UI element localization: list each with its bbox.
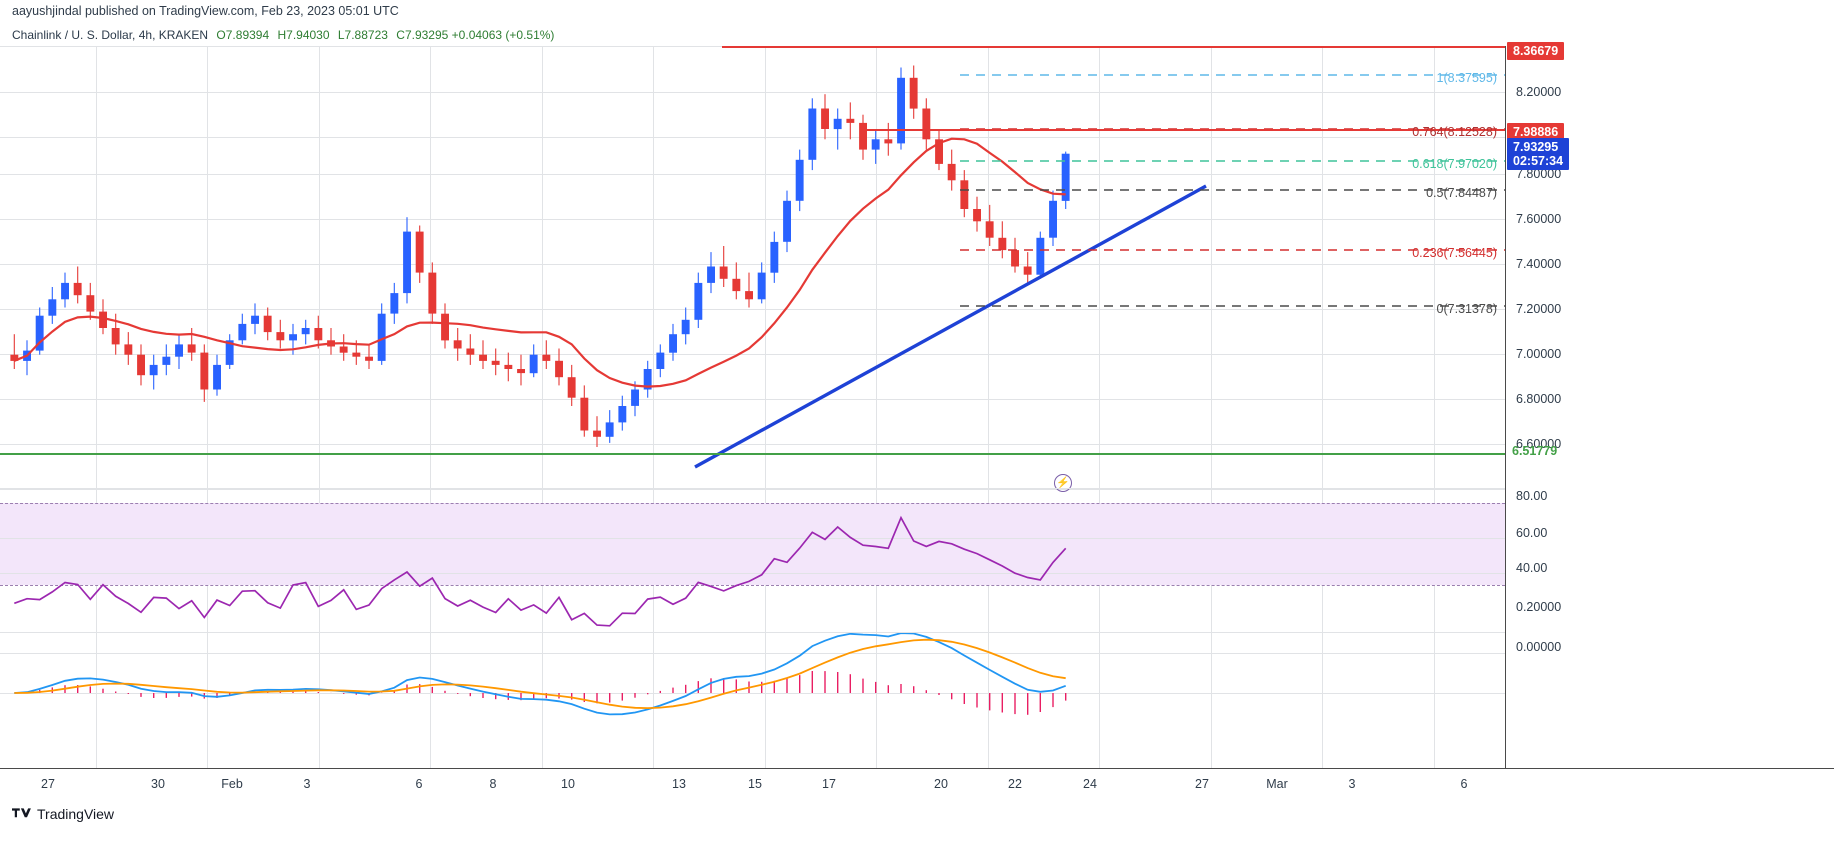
fib-label-0618: 0.618(7.97020) — [1412, 157, 1497, 171]
grid-line-vertical — [1211, 47, 1212, 768]
legend-low: L7.88723 — [337, 28, 388, 42]
macd-pane[interactable] — [0, 632, 1505, 769]
time-axis-tick: 22 — [1008, 777, 1022, 791]
grid-line-horizontal — [0, 573, 1505, 574]
rsi-lower-threshold — [0, 585, 1505, 586]
chart-canvas[interactable]: 1(8.37595) 0.764(8.12528) 0.618(7.97020)… — [0, 46, 1505, 768]
grid-line-horizontal — [0, 489, 1505, 490]
last-price-value: 7.93295 — [1513, 140, 1559, 154]
tradingview-brand-name: TradingView — [37, 806, 115, 822]
time-axis-tick: 24 — [1083, 777, 1097, 791]
grid-line-vertical — [1434, 47, 1435, 768]
legend-open: O7.89394 — [216, 28, 270, 42]
rsi-line-series — [14, 515, 1067, 627]
price-axis-tick: 7.20000 — [1516, 302, 1562, 316]
grid-line-vertical — [96, 47, 97, 768]
time-axis-tick: 27 — [1195, 777, 1209, 791]
rsi-axis-tick: 60.00 — [1516, 526, 1548, 540]
support-line[interactable] — [0, 453, 1505, 455]
time-axis-tick: 30 — [151, 777, 165, 791]
rsi-pane[interactable] — [0, 488, 1505, 632]
legend-change: +0.04063 — [451, 28, 503, 42]
price-axis-tick: 7.80000 — [1516, 167, 1562, 181]
time-axis-tick: 15 — [748, 777, 762, 791]
price-axis-tick: 6.60000 — [1516, 437, 1562, 451]
grid-line-horizontal — [0, 444, 1505, 445]
tradingview-logo-icon — [12, 807, 32, 821]
grid-line-vertical — [876, 47, 877, 768]
price-axis-tick: 7.00000 — [1516, 347, 1562, 361]
price-axis[interactable]: USD 8.20000 7.80000 7.60000 7.40000 7.20… — [1505, 42, 1834, 768]
grid-line-horizontal — [0, 693, 1505, 694]
support-price-label: 6.51779 — [1512, 444, 1558, 458]
grid-line-vertical — [1322, 47, 1323, 768]
time-axis-tick: 10 — [561, 777, 575, 791]
resistance-price-badge[interactable]: 8.36679 — [1507, 42, 1565, 60]
level-price-badge[interactable]: 7.98886 — [1507, 123, 1565, 141]
grid-line-horizontal — [0, 309, 1505, 310]
time-axis-tick: 20 — [934, 777, 948, 791]
macd-series — [14, 633, 1067, 716]
grid-line-horizontal — [0, 219, 1505, 220]
grid-line-vertical — [542, 47, 543, 768]
time-axis-tick: 3 — [1348, 777, 1356, 791]
grid-line-vertical — [988, 47, 989, 768]
fib-label-0236: 0.236(7.56445) — [1412, 246, 1497, 260]
grid-line-horizontal — [0, 354, 1505, 355]
fib-label-1: 1(8.37595) — [1436, 71, 1497, 85]
grid-line-vertical — [765, 47, 766, 768]
resistance-line-lower[interactable] — [862, 129, 1505, 131]
time-axis-tick: 8 — [489, 777, 497, 791]
resistance-line-upper[interactable] — [722, 46, 1505, 48]
macd-axis-tick: 0.00000 — [1516, 640, 1562, 654]
fib-label-0764: 0.764(8.12528) — [1412, 125, 1497, 139]
price-axis-tick: 8.20000 — [1516, 85, 1562, 99]
last-price-badge[interactable]: 7.93295 02:57:34 — [1507, 138, 1570, 170]
grid-line-horizontal — [0, 174, 1505, 175]
legend-change-percent: (+0.51%) — [505, 28, 555, 42]
time-axis-tick: Mar — [1266, 777, 1288, 791]
grid-line-vertical — [653, 47, 654, 768]
grid-line-vertical — [207, 47, 208, 768]
macd-axis-tick: 0.20000 — [1516, 600, 1562, 614]
chart-legend: Chainlink / U. S. Dollar, 4h, KRAKEN O7.… — [0, 27, 554, 43]
time-axis-tick: Feb — [221, 777, 243, 791]
grid-line-vertical — [1099, 47, 1100, 768]
legend-high: H7.94030 — [277, 28, 330, 42]
time-axis-tick: 13 — [672, 777, 686, 791]
legend-symbol[interactable]: Chainlink / U. S. Dollar, 4h, KRAKEN — [12, 28, 209, 42]
grid-line-vertical — [319, 47, 320, 768]
time-axis-tick: 6 — [415, 777, 423, 791]
grid-line-vertical — [430, 47, 431, 768]
time-axis[interactable]: 27 30 Feb 3 6 8 10 13 15 17 20 22 24 27 … — [0, 768, 1834, 800]
grid-line-horizontal — [0, 92, 1505, 93]
last-price-countdown: 02:57:34 — [1513, 154, 1564, 168]
grid-line-horizontal — [0, 137, 1505, 138]
rsi-upper-threshold — [0, 503, 1505, 504]
grid-line-horizontal — [0, 264, 1505, 265]
candlestick-series — [10, 65, 1207, 469]
fib-label-0: 0(7.31378) — [1436, 302, 1497, 316]
price-axis-tick: 7.40000 — [1516, 257, 1562, 271]
publisher-line: aayushjindal published on TradingView.co… — [12, 4, 399, 18]
fib-label-05: 0.5(7.84487) — [1426, 186, 1497, 200]
rsi-overbought-oversold-band — [0, 503, 1505, 585]
price-axis-tick: 7.60000 — [1516, 212, 1562, 226]
fib-retracement-lines — [960, 74, 1505, 307]
grid-line-horizontal — [0, 399, 1505, 400]
idea-flag-icon[interactable]: ⚡ — [1054, 474, 1072, 492]
rsi-axis-tick: 80.00 — [1516, 489, 1548, 503]
rsi-axis-tick: 40.00 — [1516, 561, 1548, 575]
time-axis-tick: 6 — [1460, 777, 1468, 791]
grid-line-horizontal — [0, 653, 1505, 654]
time-axis-tick: 17 — [822, 777, 836, 791]
legend-close: C7.93295 — [396, 28, 449, 42]
tradingview-footer[interactable]: TradingView — [12, 806, 114, 822]
grid-line-horizontal — [0, 538, 1505, 539]
time-axis-tick: 3 — [303, 777, 311, 791]
price-axis-tick: 6.80000 — [1516, 392, 1562, 406]
price-pane[interactable]: 1(8.37595) 0.764(8.12528) 0.618(7.97020)… — [0, 46, 1505, 492]
time-axis-tick: 27 — [41, 777, 55, 791]
